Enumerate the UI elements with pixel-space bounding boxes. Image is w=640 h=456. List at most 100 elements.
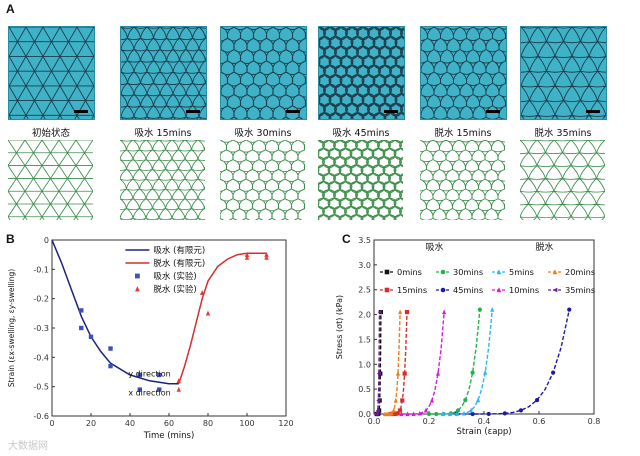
pattern-lines <box>121 27 206 119</box>
b-legend-label: 脱水 (有限元) <box>153 258 205 269</box>
b-series-line <box>178 252 267 384</box>
b-data-point <box>205 310 211 316</box>
c-legend-label: 5mins <box>509 267 534 277</box>
c-series-curve <box>401 312 445 415</box>
b-series-line <box>51 239 179 385</box>
pattern-lines <box>421 27 506 119</box>
c-y-tick-label: 3.0 <box>358 261 371 270</box>
c-data-point <box>393 397 398 403</box>
c-y-tick-label: 1.5 <box>358 335 371 344</box>
c-legend-swatch <box>440 269 446 275</box>
hydrogel-photo <box>8 26 95 120</box>
watermark: 大数据网 <box>8 441 48 452</box>
b-data-point <box>137 372 142 378</box>
c-series-curve <box>429 309 481 415</box>
b-x-tick-label: 20 <box>86 419 96 428</box>
c-data-point <box>463 398 468 403</box>
photo-caption: 吸水 30mins <box>234 128 292 139</box>
hydrogel-photo <box>520 26 607 120</box>
simulation-pattern <box>220 140 305 220</box>
c-data-point <box>534 398 540 403</box>
b-y-tick-label: 0 <box>44 236 49 245</box>
c-legend-label: 10mins <box>509 285 539 295</box>
c-legend-swatch <box>384 269 390 275</box>
c-data-point <box>395 411 400 416</box>
c-data-point <box>399 411 404 417</box>
b-data-point <box>88 334 94 339</box>
c-y-tick-label: 1.0 <box>358 360 371 369</box>
scale-bar <box>586 110 600 113</box>
b-data-point <box>199 290 205 295</box>
b-y-tick-label: -0.3 <box>33 324 49 333</box>
b-legend-swatch <box>135 273 140 279</box>
hydrogel-photo <box>420 26 507 120</box>
c-data-point <box>454 411 459 417</box>
b-x-tick-label: 80 <box>203 419 213 428</box>
c-data-point <box>375 408 380 413</box>
scale-bar <box>74 110 88 113</box>
panel-letter-a: A <box>6 2 15 16</box>
simulation-pattern <box>8 140 93 220</box>
photo-caption: 初始状态 <box>31 128 70 139</box>
panel-letter-b: B <box>6 232 15 246</box>
c-data-point <box>395 370 401 376</box>
b-annotation: x direction <box>128 388 170 397</box>
b-data-point <box>137 387 142 392</box>
c-legend-swatch <box>552 287 558 293</box>
c-data-point <box>404 309 410 315</box>
pattern-lines <box>9 27 94 119</box>
c-data-point <box>483 369 488 375</box>
c-data-point <box>477 307 482 312</box>
c-series-curve <box>385 312 401 415</box>
c-legend-label: 20mins <box>565 267 595 277</box>
pattern-background <box>9 27 94 119</box>
c-data-point <box>426 411 432 417</box>
b-y-tick-label: -0.1 <box>33 265 49 274</box>
scale-bar <box>486 110 500 113</box>
c-data-point <box>518 408 524 413</box>
chart-b: 0 20 40 60 80 100 120 0 -0.1 -0.2 -0.3 -0.4 -0.5 -0.6… <box>7 236 294 441</box>
hydrogel-photo <box>220 26 307 120</box>
b-data-point <box>264 251 269 257</box>
photo-caption: 脱水 15mins <box>434 128 492 139</box>
c-data-point <box>400 398 405 403</box>
c-data-point <box>402 371 407 376</box>
c-data-point <box>567 307 572 312</box>
c-series-curve <box>390 312 408 415</box>
c-data-point <box>490 307 495 312</box>
c-series-curve <box>456 309 570 415</box>
c-x-tick-label: 0.6 <box>533 417 546 426</box>
c-data-point <box>486 411 491 417</box>
c-x-tick-label: 0.0 <box>368 417 381 426</box>
b-legend-label: 脱水 (实验) <box>153 284 196 295</box>
c-data-point <box>417 410 422 416</box>
c-y-tick-label: 2.5 <box>358 286 371 295</box>
c-data-point <box>440 411 445 417</box>
c-data-point <box>429 397 435 403</box>
pattern-lines <box>8 140 93 220</box>
b-data-point <box>79 308 84 313</box>
pattern-lines <box>220 140 305 220</box>
b-data-point <box>157 387 162 392</box>
c-data-point <box>411 411 416 417</box>
c-legend-swatch <box>496 269 502 275</box>
c-legend-label: 45mins <box>453 285 483 295</box>
b-y-tick-label: -0.6 <box>33 412 49 421</box>
c-legend-swatch <box>384 287 390 293</box>
b-x-tick-label: 0 <box>49 419 54 428</box>
c-data-point <box>405 411 410 417</box>
c-data-point <box>442 309 447 315</box>
c-y-tick-label: 0.0 <box>358 410 371 419</box>
c-data-point <box>470 411 475 417</box>
b-y-axis-label: Strain (εx-swelling, εy-swelling) <box>7 269 16 387</box>
c-series-curve <box>442 309 493 415</box>
c-data-point <box>375 411 380 416</box>
c-legend-swatch <box>552 269 558 275</box>
pattern-lines <box>120 140 205 220</box>
simulation-pattern <box>520 140 605 220</box>
c-data-point <box>376 371 382 376</box>
b-data-point <box>264 254 269 260</box>
c-data-point <box>476 397 481 403</box>
b-legend-label: 吸水 (有限元) <box>153 245 205 256</box>
pattern-lines <box>221 27 306 119</box>
